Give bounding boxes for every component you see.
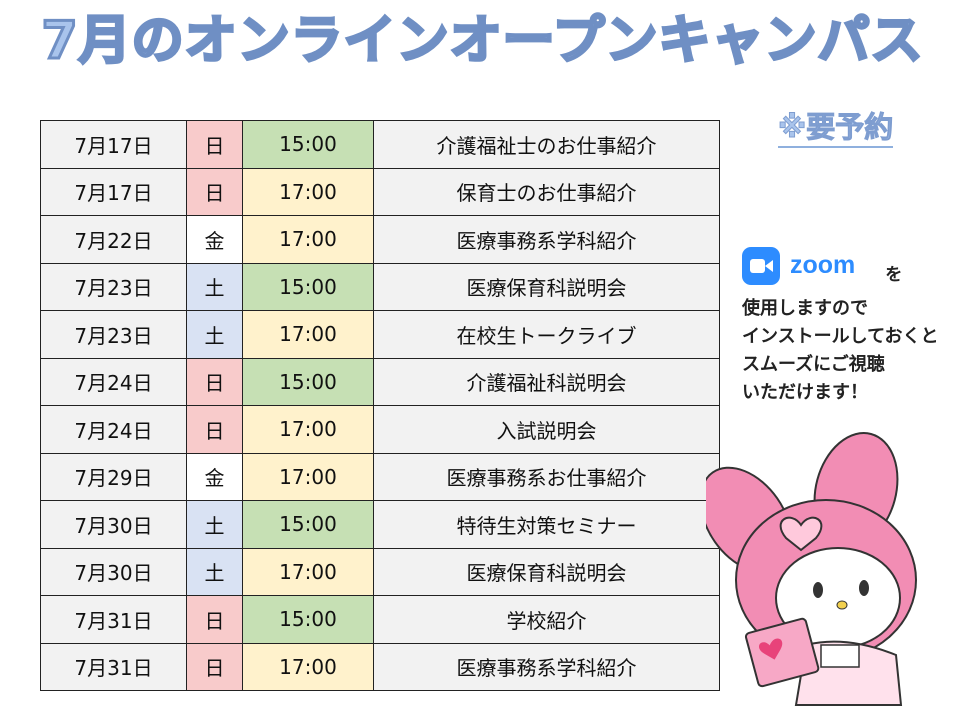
date-cell: 7月31日 [40, 642, 187, 691]
topic-cell: 介護福祉科説明会 [373, 357, 720, 406]
zoom-notice-line: インストールしておくと [742, 326, 939, 347]
table-row: 7月30日土 15:00 特待生対策セミナー [40, 500, 720, 549]
topic-cell: 学校紹介 [373, 595, 720, 644]
date-cell: 7月31日 [40, 595, 187, 644]
time-cell: 17:00 [242, 167, 374, 216]
time-cell: 17:00 [242, 547, 374, 596]
weekday-cell: 土 [186, 500, 243, 549]
time-cell: 15:00 [242, 120, 374, 169]
time-cell: 17:00 [242, 405, 374, 454]
date-cell: 7月24日 [40, 357, 187, 406]
date-cell: 7月23日 [40, 262, 187, 311]
table-row: 7月24日日 17:00 入試説明会 [40, 405, 720, 454]
date-cell: 7月22日 [40, 215, 187, 264]
zoom-particle: を [885, 265, 903, 285]
topic-cell: 医療保育科説明会 [373, 262, 720, 311]
topic-cell: 医療保育科説明会 [373, 547, 720, 596]
weekday-cell: 土 [186, 547, 243, 596]
topic-cell: 保育士のお仕事紹介 [373, 167, 720, 216]
table-row: 7月30日土 17:00 医療保育科説明会 [40, 547, 720, 596]
weekday-cell: 土 [186, 310, 243, 359]
weekday-cell: 日 [186, 595, 243, 644]
time-cell: 15:00 [242, 500, 374, 549]
weekday-cell: 金 [186, 215, 243, 264]
table-row: 7月17日日 15:00 介護福祉士のお仕事紹介 [40, 120, 720, 169]
time-cell: 17:00 [242, 452, 374, 501]
time-cell: 17:00 [242, 310, 374, 359]
rabbit-mascot-with-letter [706, 432, 917, 706]
topic-cell: 入試説明会 [373, 405, 720, 454]
weekday-cell: 日 [186, 642, 243, 691]
date-cell: 7月24日 [40, 405, 187, 454]
zoom-camera-icon [742, 246, 780, 285]
date-cell: 7月29日 [40, 452, 187, 501]
weekday-cell: 日 [186, 405, 243, 454]
date-cell: 7月23日 [40, 310, 187, 359]
topic-cell: 医療事務系お仕事紹介 [373, 452, 720, 501]
table-row: 7月22日金 17:00 医療事務系学科紹介 [40, 215, 720, 264]
table-row: 7月23日土 15:00 医療保育科説明会 [40, 262, 720, 311]
zoom-notice-line: スムーズにご視聴 [742, 354, 885, 375]
date-cell: 7月17日 [40, 120, 187, 169]
weekday-cell: 土 [186, 262, 243, 311]
topic-cell: 医療事務系学科紹介 [373, 215, 720, 264]
topic-cell: 医療事務系学科紹介 [373, 642, 720, 691]
schedule-table: 7月17日日 15:00 介護福祉士のお仕事紹介 7月17日日 17:00 保育士のお仕事… [40, 120, 720, 691]
zoom-wordmark: zoom [790, 251, 856, 279]
table-row: 7月31日日 17:00 医療事務系学科紹介 [40, 642, 720, 691]
time-cell: 15:00 [242, 357, 374, 406]
date-cell: 7月30日 [40, 547, 187, 596]
table-row: 7月23日土 17:00 在校生トークライブ [40, 310, 720, 359]
time-cell: 17:00 [242, 215, 374, 264]
table-row: 7月29日金 17:00 医療事務系お仕事紹介 [40, 452, 720, 501]
date-cell: 7月30日 [40, 500, 187, 549]
time-cell: 15:00 [242, 262, 374, 311]
weekday-cell: 日 [186, 167, 243, 216]
zoom-logo: zoom を [742, 246, 957, 285]
weekday-cell: 金 [186, 452, 243, 501]
zoom-notice-line: 使用しますので [742, 298, 868, 319]
topic-cell: 在校生トークライブ [373, 310, 720, 359]
time-cell: 17:00 [242, 642, 374, 691]
table-row: 7月31日日 15:00 学校紹介 [40, 595, 720, 644]
table-row: 7月24日日 15:00 介護福祉科説明会 [40, 357, 720, 406]
date-cell: 7月17日 [40, 167, 187, 216]
reservation-note: ※要予約 [777, 108, 894, 148]
page-title: 7月のオンラインオープンキャンパス [40, 10, 924, 73]
weekday-cell: 日 [186, 357, 243, 406]
zoom-notice: zoom を 使用しますので インストールしておくと スムーズにご視聴 いただけ… [742, 246, 957, 407]
table-row: 7月17日日 17:00 保育士のお仕事紹介 [40, 167, 720, 216]
zoom-notice-line: いただけます！ [742, 382, 868, 403]
topic-cell: 特待生対策セミナー [373, 500, 720, 549]
weekday-cell: 日 [186, 120, 243, 169]
topic-cell: 介護福祉士のお仕事紹介 [373, 120, 720, 169]
time-cell: 15:00 [242, 595, 374, 644]
